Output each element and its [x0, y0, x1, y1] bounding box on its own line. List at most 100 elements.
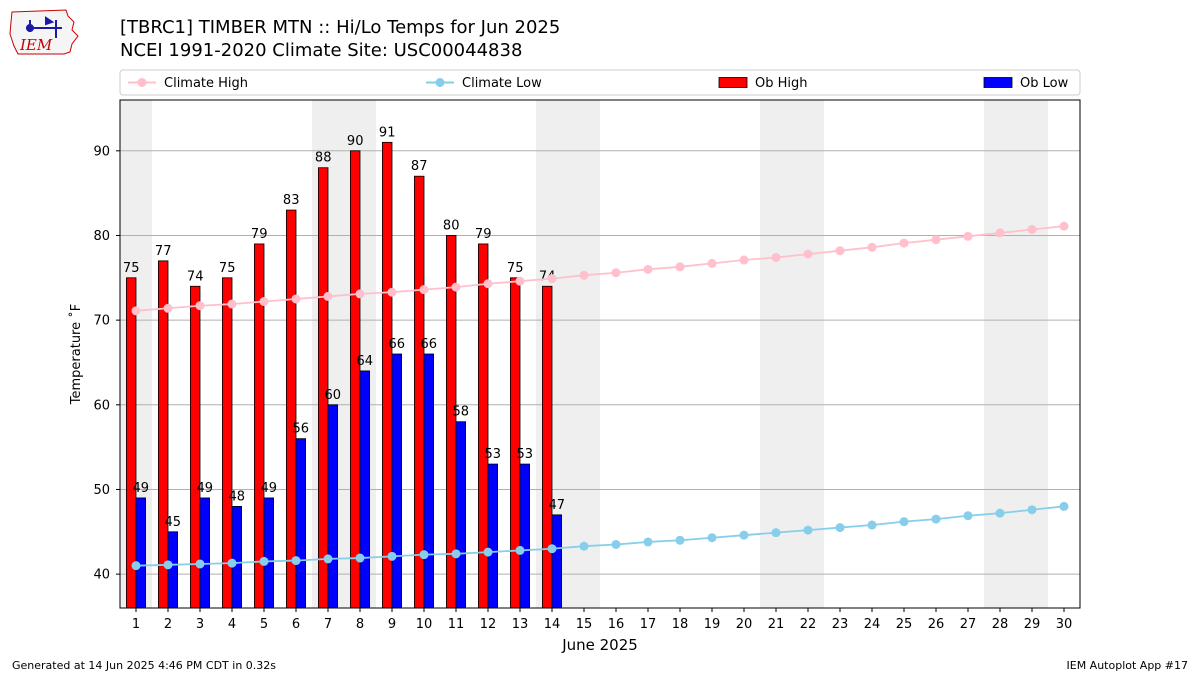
- ob-low-label: 64: [357, 354, 374, 369]
- climate-high-legend-marker: [137, 78, 147, 87]
- x-tick-label: 23: [832, 617, 849, 632]
- x-tick-label: 22: [800, 617, 817, 632]
- x-tick-label: 19: [704, 617, 721, 632]
- ob-high-bar: [542, 285, 553, 609]
- ob-high-label: 83: [283, 193, 300, 208]
- ob-low-bar: [295, 438, 307, 609]
- climate-high-point: [419, 285, 429, 295]
- ob-low-label: 58: [453, 405, 470, 420]
- climate-high-point: [259, 297, 269, 307]
- ob-high-label: 87: [411, 159, 428, 174]
- climate-high-point: [547, 274, 557, 284]
- climate-high-point: [1059, 221, 1069, 231]
- x-tick-label: 27: [960, 617, 977, 632]
- ob-low-label: 48: [229, 489, 246, 504]
- ob-high-label: 77: [155, 244, 172, 259]
- ob-low-bar: [167, 531, 179, 609]
- climate-low-point: [579, 541, 589, 551]
- climate-high-point: [643, 264, 653, 274]
- ob-low-label: 47: [549, 498, 566, 513]
- climate-low-point: [931, 514, 941, 524]
- x-tick-label: 7: [324, 617, 332, 632]
- climate-low-point: [995, 508, 1005, 518]
- y-tick-label: 70: [93, 314, 110, 329]
- climate-low-point: [643, 537, 653, 547]
- ob-low-bar: [263, 497, 275, 609]
- climate-low-point: [963, 511, 973, 521]
- ob-high-label: 74: [187, 269, 204, 284]
- climate-low-point: [867, 520, 877, 530]
- climate-high-point: [739, 255, 749, 265]
- ob-high-bar: [509, 277, 521, 609]
- x-tick-label: 14: [544, 617, 561, 632]
- x-tick-label: 20: [736, 617, 753, 632]
- climate-low-point: [451, 549, 461, 559]
- climate-low-point: [771, 528, 781, 538]
- climate-high-point: [483, 279, 493, 289]
- weekend-band: [984, 100, 1016, 608]
- x-tick-label: 10: [416, 617, 433, 632]
- ob-high-bar: [349, 150, 361, 609]
- ob-high-bar: [285, 209, 297, 609]
- weekend-band: [792, 100, 824, 608]
- climate-low-point: [1027, 505, 1037, 515]
- y-tick-label: 40: [93, 568, 110, 583]
- iem-logo: IEM: [9, 9, 79, 55]
- climate-low-point: [259, 556, 269, 566]
- x-tick-label: 15: [576, 617, 593, 632]
- climate-low-point: [291, 556, 301, 566]
- climate-low-point: [355, 553, 365, 563]
- plot-frame: [119, 99, 1081, 609]
- ob-high-label: 75: [123, 261, 140, 276]
- climate-low-point: [899, 517, 909, 527]
- ob-high-label: 90: [347, 134, 364, 149]
- legend-box: [119, 69, 1081, 96]
- ob-low-bar: [327, 404, 339, 609]
- climate-low-point: [323, 554, 333, 564]
- ob-low-bar: [391, 353, 403, 609]
- climate-low-point: [387, 551, 397, 561]
- climate-high-point: [899, 238, 909, 248]
- ob-high-bar: [157, 260, 169, 609]
- climate-low-point: [483, 547, 493, 557]
- ob-high-label: 79: [251, 227, 268, 242]
- ob-high-label: 88: [315, 151, 332, 166]
- ob-low-label: 66: [421, 337, 438, 352]
- x-tick-label: 8: [356, 617, 364, 632]
- ob-high-label: 79: [475, 227, 492, 242]
- climate-low-point: [675, 535, 685, 545]
- x-tick-label: 29: [1024, 617, 1041, 632]
- chart-subtitle: NCEI 1991-2020 Climate Site: USC00044838: [120, 40, 523, 61]
- x-tick-label: 3: [196, 617, 204, 632]
- climate-high-legend-label: Climate High: [164, 76, 248, 91]
- climate-high-point: [515, 276, 525, 286]
- x-tick-label: 13: [512, 617, 529, 632]
- x-tick-label: 5: [260, 617, 268, 632]
- x-tick-label: 6: [292, 617, 300, 632]
- climate-high-point: [931, 235, 941, 245]
- chart-title: [TBRC1] TIMBER MTN :: Hi/Lo Temps for Ju…: [120, 17, 561, 38]
- climate-low-point: [835, 523, 845, 533]
- ob-low-legend-swatch: [983, 77, 1013, 88]
- x-tick-label: 30: [1056, 617, 1073, 632]
- x-tick-label: 11: [448, 617, 465, 632]
- ob-low-bar: [551, 514, 563, 609]
- ob-high-label: 80: [443, 218, 460, 233]
- ob-high-bar: [413, 175, 425, 609]
- climate-low-point: [227, 558, 237, 568]
- climate-low-point: [195, 559, 205, 569]
- ob-low-label: 45: [165, 515, 182, 530]
- climate-low-point: [163, 560, 173, 570]
- climate-low-point: [707, 533, 717, 543]
- climate-high-point: [323, 291, 333, 301]
- logo-text: IEM: [19, 36, 53, 54]
- climate-low-point: [419, 550, 429, 560]
- app-credit: IEM Autoplot App #17: [1066, 659, 1189, 672]
- climate-low-point: [611, 540, 621, 549]
- x-tick-label: 25: [896, 617, 913, 632]
- ob-low-bar: [231, 505, 243, 609]
- y-tick-label: 50: [93, 483, 110, 498]
- ob-high-label: 91: [379, 125, 396, 140]
- ob-low-bar: [519, 463, 531, 609]
